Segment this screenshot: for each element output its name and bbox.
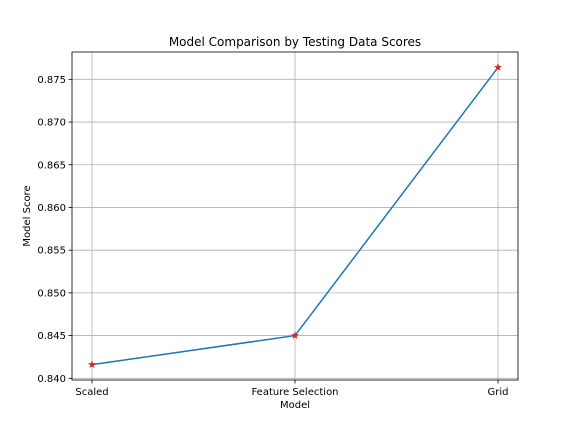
y-tick-label: 0.865 — [37, 160, 66, 171]
x-tick-label: Scaled — [75, 387, 108, 398]
chart-title: Model Comparison by Testing Data Scores — [169, 35, 421, 49]
y-tick-label: 0.860 — [37, 203, 66, 214]
x-tick-label: Feature Selection — [251, 387, 338, 398]
y-tick-label: 0.855 — [37, 246, 66, 257]
x-axis-label: Model — [280, 400, 310, 411]
x-axis: Scaled Feature Selection Grid — [75, 380, 509, 398]
plot-area — [87, 63, 503, 369]
y-axis-label: Model Score — [22, 185, 33, 246]
y-tick-label: 0.870 — [37, 118, 66, 129]
y-tick-label: 0.845 — [37, 331, 66, 342]
y-tick-label: 0.850 — [37, 288, 66, 299]
y-tick-label: 0.840 — [37, 374, 66, 385]
data-point — [87, 360, 97, 369]
data-point — [493, 63, 503, 71]
x-tick-label: Grid — [488, 387, 509, 398]
y-axis: 0.840 0.845 0.850 0.855 0.860 0.865 0.870 0.875 — [37, 75, 72, 385]
y-tick-label: 0.875 — [37, 75, 66, 86]
data-point — [290, 331, 300, 340]
